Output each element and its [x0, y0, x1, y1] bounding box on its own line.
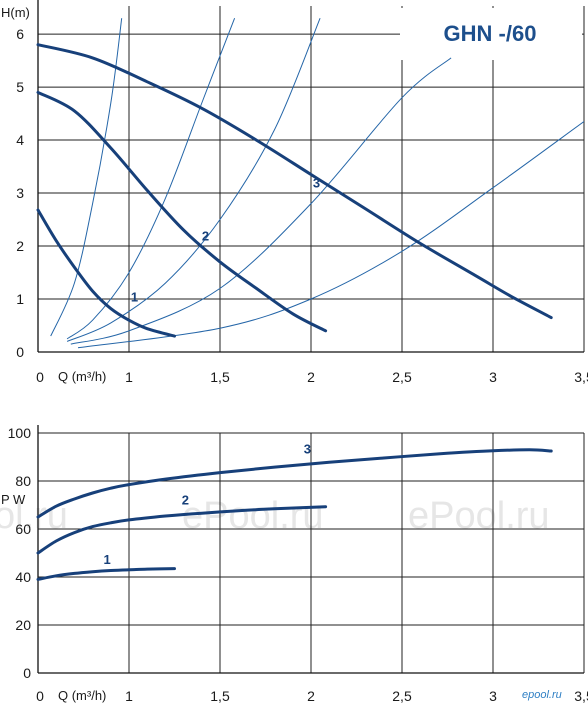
power-chart: 0 20 40 60 80 100 P W 1 2 3 0 1 1,5 2 2,5 3 3,5 Q (m³/h) [1, 425, 588, 704]
head-chart: GHN -/60 0 1 2 3 4 5 6 H(m) 1 2 3 0 1 1,5 2 2,5 3 3,5 Q (m³… [1, 0, 588, 385]
head-curve-label: 1 [131, 290, 138, 305]
x-tick-label: 2,5 [392, 369, 412, 385]
watermark-text: ePool.ru [182, 495, 324, 537]
watermark-text: ePool.ru [408, 495, 550, 537]
title-box [400, 8, 582, 60]
head-curve-label: 3 [313, 176, 320, 191]
y-axis-label: H(m) [1, 5, 30, 20]
x-tick-label: 1 [125, 369, 133, 385]
x-tick-label: 2 [307, 688, 315, 704]
y-tick-label: 3 [16, 185, 24, 201]
y-tick-label: 2 [16, 238, 24, 254]
power-curve-label: 2 [182, 492, 189, 507]
head-curve-2 [36, 90, 328, 333]
y-tick-label: 5 [16, 79, 24, 95]
watermark-layer: ol.ru ePool.ru ePool.ru epool.ru [0, 495, 562, 701]
x-tick-label: 0 [36, 369, 44, 385]
power-curve-1 [36, 567, 176, 581]
y-tick-label: 4 [16, 132, 24, 148]
system-curve [77, 121, 584, 349]
y-tick-label: 20 [15, 617, 31, 633]
system-curve [70, 57, 452, 345]
x-tick-label: 2 [307, 369, 315, 385]
head-curve-label: 2 [202, 229, 209, 244]
system-curve [66, 18, 236, 340]
y-axis-label: P W [1, 492, 26, 507]
watermark-text: ol.ru [0, 495, 68, 537]
system-curves [50, 18, 584, 349]
x-tick-label: 3 [489, 369, 497, 385]
x-tick-label: 2,5 [392, 688, 412, 704]
power-curve-3 [36, 448, 553, 519]
system-curve [50, 18, 123, 337]
head-curve-3 [36, 43, 553, 320]
y-tick-label: 100 [8, 425, 32, 441]
x-tick-label: 3,5 [574, 688, 588, 704]
head-curve-1 [36, 208, 176, 338]
y-tick-label: 60 [15, 521, 31, 537]
x-axis-label: Q (m³/h) [58, 369, 106, 384]
chart-title: GHN -/60 [444, 21, 537, 46]
watermark-brand: epool.ru [522, 689, 562, 701]
y-tick-label: 0 [23, 665, 31, 681]
power-curve-label: 1 [104, 552, 111, 567]
y-tick-label: 80 [15, 473, 31, 489]
x-tick-label: 1,5 [210, 369, 230, 385]
power-curve-label: 3 [304, 441, 311, 456]
power-curve-2 [36, 505, 328, 555]
x-tick-label: 1 [125, 688, 133, 704]
y-tick-label: 0 [16, 344, 24, 360]
y-tick-label: 6 [16, 26, 24, 42]
system-curve [66, 18, 321, 342]
y-tick-label: 1 [16, 291, 24, 307]
y-tick-label: 40 [15, 569, 31, 585]
x-tick-label: 1,5 [210, 688, 230, 704]
x-tick-label: 0 [36, 688, 44, 704]
x-tick-label: 3 [489, 688, 497, 704]
x-axis-label: Q (m³/h) [58, 688, 106, 703]
x-tick-label: 3,5 [574, 369, 588, 385]
